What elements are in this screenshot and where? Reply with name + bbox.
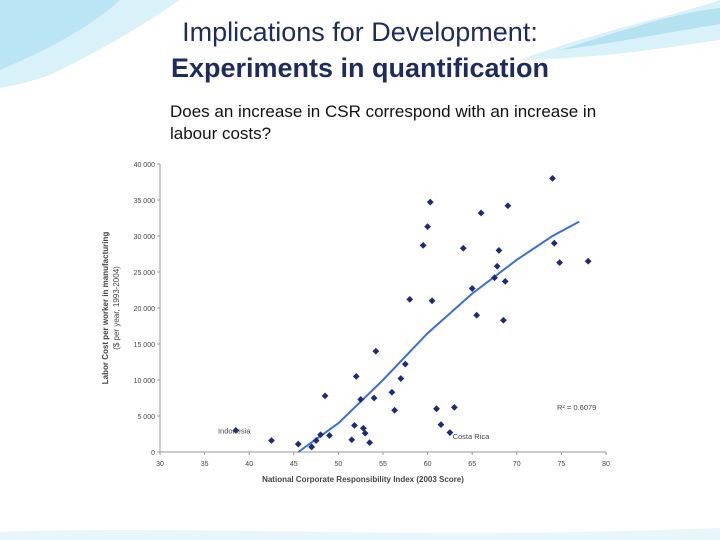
data-point — [321, 392, 329, 400]
data-point — [468, 285, 476, 292]
x-tick-label: 60 — [424, 461, 432, 468]
data-point — [361, 429, 369, 437]
x-axis-ticks: 30 35 40 45 50 55 60 65 70 75 80 — [156, 452, 610, 468]
y-axis-label-line-1: Labor Cost per worker in manufacturing — [101, 232, 110, 385]
data-point — [317, 431, 324, 439]
x-axis-label: National Corporate Responsibility Index … — [262, 475, 464, 484]
data-point — [351, 421, 358, 429]
chart-axes — [159, 164, 606, 453]
data-point — [232, 427, 240, 434]
x-tick-label: 75 — [558, 461, 566, 468]
data-point — [312, 437, 320, 444]
slide-title: Implications for Development: Experiment… — [0, 14, 720, 86]
x-tick-label: 65 — [468, 461, 476, 468]
data-point — [450, 403, 458, 411]
data-point — [446, 429, 454, 436]
data-point — [372, 347, 380, 355]
top-right-wave-decoration — [520, 0, 720, 60]
x-tick-label: 70 — [513, 461, 521, 468]
data-point — [391, 406, 398, 414]
chart-annotation: Indonesia — [218, 426, 251, 435]
data-point — [308, 443, 316, 451]
y-tick-label: 10 000 — [134, 378, 156, 385]
y-tick-label: 40 000 — [134, 162, 156, 169]
scatter-chart-panel: 0 5 000 10 000 15 000 20 000 25 000 30 000 35 0… — [92, 148, 620, 500]
slide-question: Does an increase in CSR correspond with … — [170, 102, 597, 143]
y-tick-label: 20 000 — [134, 306, 156, 313]
y-tick-label: 30 000 — [134, 234, 156, 241]
x-tick-label: 55 — [379, 461, 387, 468]
data-point — [584, 257, 592, 265]
data-point — [495, 247, 503, 254]
data-point — [397, 375, 405, 382]
data-point — [501, 277, 509, 285]
data-point — [359, 424, 367, 432]
y-tick-label: 5 000 — [137, 414, 155, 421]
y-tick-label: 35 000 — [134, 198, 156, 205]
chart-annotation: R² = 0.6079 — [557, 403, 596, 412]
data-point — [473, 311, 481, 319]
x-tick-label: 45 — [290, 461, 298, 468]
scatter-chart: 0 5 000 10 000 15 000 20 000 25 000 30 000 35 0… — [101, 162, 610, 484]
x-tick-label: 35 — [201, 461, 209, 468]
y-axis-label-line-2: ($ per year, 1993-2004) — [112, 266, 121, 350]
data-point — [352, 373, 360, 380]
bottom-wave-decoration — [0, 528, 720, 540]
data-point — [493, 262, 501, 270]
data-point — [419, 241, 427, 249]
data-point — [370, 394, 378, 402]
data-point — [477, 209, 485, 217]
data-point — [500, 316, 507, 324]
data-point — [401, 360, 409, 368]
data-point — [326, 432, 333, 439]
data-point — [426, 198, 434, 206]
x-tick-label: 50 — [335, 461, 343, 468]
top-right-wave-decoration-2 — [560, 8, 720, 50]
data-point — [366, 439, 374, 447]
x-tick-label: 40 — [245, 461, 253, 468]
data-point — [294, 440, 302, 448]
slide-title-line-2: Experiments in quantification — [170, 53, 550, 83]
y-tick-label: 0 — [151, 450, 155, 457]
data-point — [428, 297, 436, 305]
data-point — [348, 436, 356, 444]
data-point — [268, 437, 275, 444]
trendline-path — [297, 220, 580, 453]
data-points — [232, 175, 592, 451]
slide-title-line-1: Implications for Development: — [182, 17, 538, 47]
data-point — [504, 202, 512, 210]
x-tick-label: 80 — [602, 461, 610, 468]
y-axis-ticks: 0 5 000 10 000 15 000 20 000 25 000 30 000 35 0… — [134, 162, 160, 457]
data-point — [437, 421, 445, 429]
data-point — [357, 396, 365, 403]
data-point — [424, 223, 431, 231]
top-left-wave-decoration-2 — [0, 0, 120, 70]
chart-annotations: Indonesia Costa Rica R² = 0.6079 — [218, 403, 596, 441]
x-tick-label: 30 — [156, 461, 164, 468]
data-point — [459, 244, 467, 252]
y-tick-label: 25 000 — [134, 270, 156, 277]
data-point — [433, 405, 440, 413]
data-point — [388, 388, 396, 396]
chart-annotation: Costa Rica — [453, 432, 491, 441]
trendline — [297, 220, 580, 453]
data-point — [556, 259, 564, 267]
data-point — [406, 295, 414, 303]
y-tick-label: 15 000 — [134, 342, 156, 349]
data-point — [549, 175, 556, 182]
data-point — [491, 274, 498, 282]
data-point — [550, 239, 558, 247]
